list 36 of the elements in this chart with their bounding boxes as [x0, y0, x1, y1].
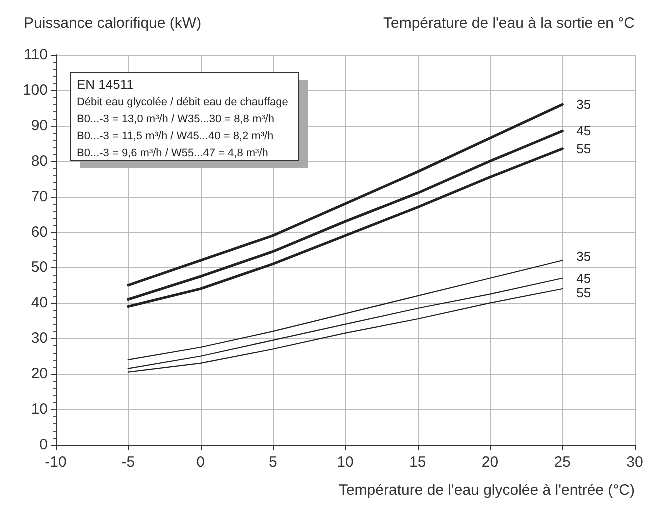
x-tick-label: 0: [196, 454, 205, 471]
y-tick-label: 20: [31, 366, 48, 383]
x-tick-label: -5: [122, 454, 136, 471]
x-tick-label: 10: [337, 454, 354, 471]
y-tick-label: 100: [22, 82, 48, 99]
y-tick-label: 10: [31, 401, 48, 418]
x-tick-label: 25: [554, 454, 571, 471]
y-tick-label: 0: [40, 436, 48, 454]
y-tick-label: 60: [31, 224, 48, 241]
x-axis-title: Température de l'eau glycolée à l'entrée (°C): [338, 482, 636, 499]
series-label: 55: [576, 286, 592, 300]
series-label: 35: [576, 249, 592, 264]
series-label: 45: [576, 270, 592, 286]
y-tick-label: 80: [31, 152, 48, 170]
y-tick-label: 40: [31, 294, 48, 312]
annotation: Débit eau glycolée / débit eau de chauffage: [77, 96, 288, 108]
annotation: B0...-3 = 13,0 m³/h / W35...30 = 8,8 m³/h: [77, 114, 274, 126]
annotation: B0...-3 = 9,6 m³/h / W55...47 = 4,8 m³/h: [77, 148, 268, 160]
y-tick-label: 110: [24, 46, 48, 64]
series-label: 45: [576, 124, 592, 139]
x-tick-label: 30: [626, 454, 644, 471]
legend-title: Température de l'eau à la sortie en °C: [384, 15, 636, 32]
y-tick-label: 70: [31, 188, 48, 206]
y-tick-label: 90: [31, 117, 48, 134]
annotation: B0...-3 = 11,5 m³/h / W45...40 = 8,2 m³/h: [77, 130, 274, 142]
x-tick-label: 20: [482, 454, 499, 471]
y-tick-label: 50: [31, 259, 48, 276]
x-tick-label: -10: [45, 454, 67, 471]
line-series: [128, 260, 564, 360]
x-tick-label: 5: [268, 454, 278, 471]
y-axis-title: Puissance calorifique (kW): [24, 15, 202, 32]
annotation: EN 14511: [77, 77, 134, 92]
series-label: 35: [576, 97, 592, 112]
series-label: 55: [576, 141, 592, 156]
y-tick-label: 30: [31, 330, 48, 348]
x-tick-label: 15: [410, 454, 426, 471]
